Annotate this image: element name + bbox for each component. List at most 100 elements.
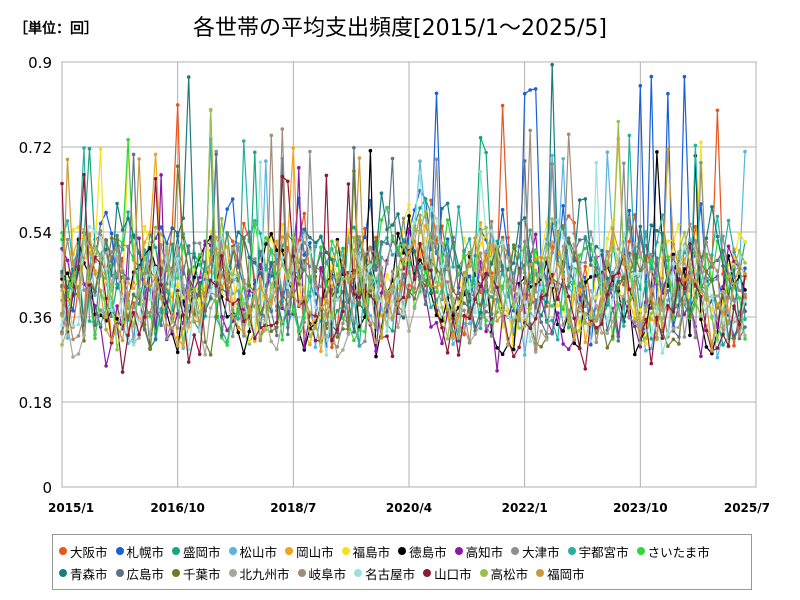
- data-point: [451, 265, 455, 269]
- data-point: [605, 237, 610, 241]
- data-point: [76, 334, 81, 338]
- data-point: [335, 290, 340, 294]
- data-point: [98, 308, 103, 312]
- data-point: [666, 332, 670, 336]
- data-point: [440, 264, 444, 269]
- data-point: [368, 263, 373, 268]
- data-point: [126, 138, 130, 142]
- data-point: [583, 260, 588, 265]
- data-point: [732, 336, 736, 341]
- data-point: [297, 278, 301, 283]
- data-point: [528, 339, 532, 344]
- data-point: [330, 269, 334, 274]
- data-point: [341, 258, 345, 262]
- data-point: [302, 264, 307, 269]
- data-point: [467, 274, 472, 279]
- legend-label: 岡山市: [296, 544, 334, 560]
- data-point: [572, 281, 576, 285]
- data-point: [159, 323, 163, 328]
- data-point: [164, 310, 169, 314]
- data-point: [137, 251, 141, 255]
- data-point: [219, 216, 224, 221]
- data-point: [418, 206, 422, 210]
- data-point: [131, 310, 136, 315]
- data-point: [555, 284, 560, 289]
- legend-swatch: [354, 569, 363, 577]
- data-point: [401, 243, 406, 247]
- data-point: [688, 280, 692, 284]
- data-point: [236, 241, 241, 246]
- data-point: [511, 347, 516, 352]
- data-point: [666, 239, 670, 243]
- data-point: [539, 295, 543, 300]
- data-point: [500, 308, 505, 312]
- data-point: [616, 286, 621, 290]
- data-point: [148, 335, 152, 340]
- data-point: [743, 240, 747, 244]
- data-point: [555, 337, 560, 342]
- data-point: [561, 329, 565, 333]
- data-point: [511, 354, 516, 359]
- data-point: [341, 246, 345, 251]
- data-point: [225, 315, 229, 319]
- data-point: [489, 316, 494, 321]
- data-point: [197, 320, 202, 324]
- data-point: [148, 230, 152, 234]
- data-point: [633, 301, 637, 306]
- data-point: [308, 149, 312, 154]
- data-point: [104, 251, 108, 255]
- data-point: [688, 333, 692, 338]
- data-point: [522, 91, 527, 96]
- data-point: [82, 227, 86, 232]
- data-point: [693, 143, 698, 148]
- data-point: [462, 301, 466, 306]
- data-point: [495, 285, 499, 290]
- data-point: [352, 330, 356, 334]
- data-point: [71, 337, 75, 342]
- data-point: [434, 157, 439, 161]
- data-point: [627, 259, 632, 263]
- data-point: [721, 234, 725, 239]
- data-point: [164, 288, 169, 293]
- data-point: [633, 272, 637, 276]
- data-point: [456, 205, 461, 209]
- data-point: [335, 335, 340, 339]
- data-point: [533, 317, 538, 321]
- data-point: [600, 248, 604, 253]
- data-point: [533, 257, 538, 261]
- data-point: [566, 284, 571, 289]
- data-point: [120, 247, 125, 252]
- legend-item: 名古屋市: [354, 562, 415, 584]
- data-point: [721, 285, 725, 289]
- data-point: [533, 268, 538, 273]
- data-point: [137, 236, 141, 240]
- data-point: [335, 240, 340, 244]
- data-point: [197, 275, 202, 280]
- legend-label: 千葉市: [183, 566, 221, 582]
- data-point: [489, 320, 494, 325]
- data-point: [357, 156, 362, 160]
- data-point: [291, 292, 296, 297]
- data-point: [638, 252, 643, 257]
- data-point: [236, 298, 241, 302]
- data-point: [407, 288, 411, 293]
- data-point: [528, 255, 532, 259]
- data-point: [302, 227, 307, 232]
- legend-label: 北九州市: [239, 566, 290, 582]
- data-point: [346, 228, 351, 232]
- data-point: [478, 326, 483, 331]
- data-point: [710, 293, 714, 298]
- data-point: [644, 341, 648, 346]
- data-point: [467, 321, 472, 326]
- data-point: [396, 301, 400, 306]
- data-point: [726, 320, 731, 324]
- legend-swatch: [567, 547, 576, 555]
- data-point: [572, 269, 576, 273]
- data-point: [418, 286, 422, 290]
- data-point: [456, 296, 461, 301]
- data-point: [456, 299, 461, 304]
- legend-swatch: [172, 547, 181, 555]
- data-point: [721, 310, 725, 315]
- data-point: [396, 253, 400, 257]
- data-point: [522, 281, 527, 286]
